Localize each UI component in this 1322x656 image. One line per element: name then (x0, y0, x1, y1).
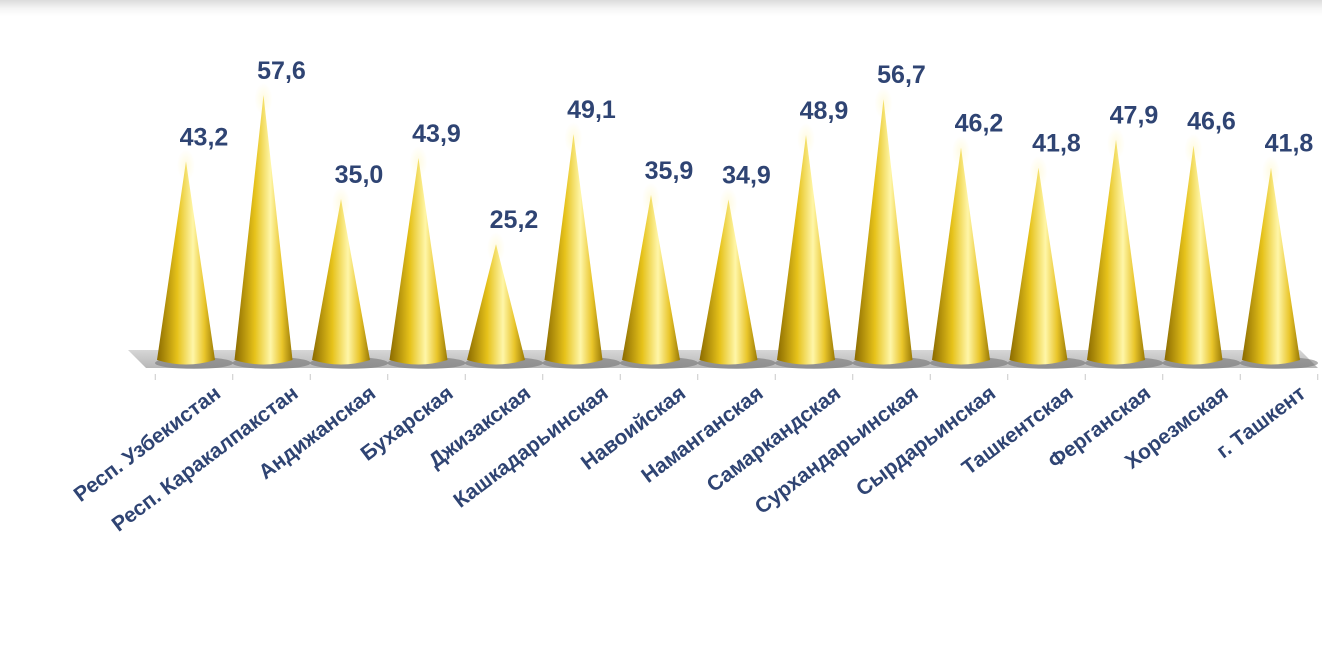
cone-bar (312, 187, 370, 365)
cone-bar (1164, 133, 1223, 365)
data-labels: 43,2 57,6 35,0 43,9 25,2 49,1 35,9 34,9 48,9 56,7… (180, 57, 1314, 234)
cone-bar (467, 232, 525, 365)
cone-body (389, 158, 448, 365)
data-label: 46,2 (955, 109, 1004, 137)
cone-body (157, 161, 215, 365)
cone-body (1087, 139, 1145, 365)
cone-body (699, 199, 758, 365)
data-label: 41,8 (1032, 130, 1081, 158)
cone-body (312, 199, 370, 365)
cone-bar (389, 146, 448, 365)
cone-bar (234, 83, 293, 365)
cone-body (1009, 167, 1068, 365)
cone-body (777, 135, 835, 365)
data-label: 43,2 (180, 123, 229, 151)
data-label: 43,9 (412, 120, 461, 148)
data-label: 49,1 (567, 96, 616, 124)
cone-body (234, 95, 293, 365)
data-label: 57,6 (257, 57, 306, 85)
data-label: 47,9 (1110, 102, 1159, 130)
data-label: 34,9 (722, 161, 771, 189)
cone-body (932, 147, 990, 365)
cone-bar (777, 123, 835, 365)
cone-bar (854, 87, 913, 365)
category-label: Самаркандская (703, 382, 845, 497)
cone-body (544, 134, 603, 365)
cone-bar (1242, 155, 1300, 365)
cone-bar (1087, 127, 1145, 365)
cone-bar (544, 122, 603, 365)
cone-body (1164, 145, 1223, 365)
data-label: 46,6 (1187, 108, 1236, 136)
cone-bar (1009, 155, 1068, 365)
cone-body (1242, 167, 1300, 365)
cone-bar (932, 135, 990, 365)
data-label: 35,0 (335, 161, 384, 189)
cone-body (467, 244, 525, 365)
cone-bar (157, 149, 215, 365)
cone-series (157, 83, 1300, 365)
data-label: 56,7 (877, 61, 926, 89)
cone-bar (699, 187, 758, 365)
cone-body (854, 99, 913, 365)
cone-bar (622, 182, 680, 365)
category-label: Сырдарьинская (852, 382, 1000, 501)
cone-body (622, 194, 680, 365)
data-label: 25,2 (490, 206, 539, 234)
data-label: 48,9 (800, 97, 849, 125)
data-label: 41,8 (1265, 130, 1314, 158)
data-label: 35,9 (645, 157, 694, 185)
